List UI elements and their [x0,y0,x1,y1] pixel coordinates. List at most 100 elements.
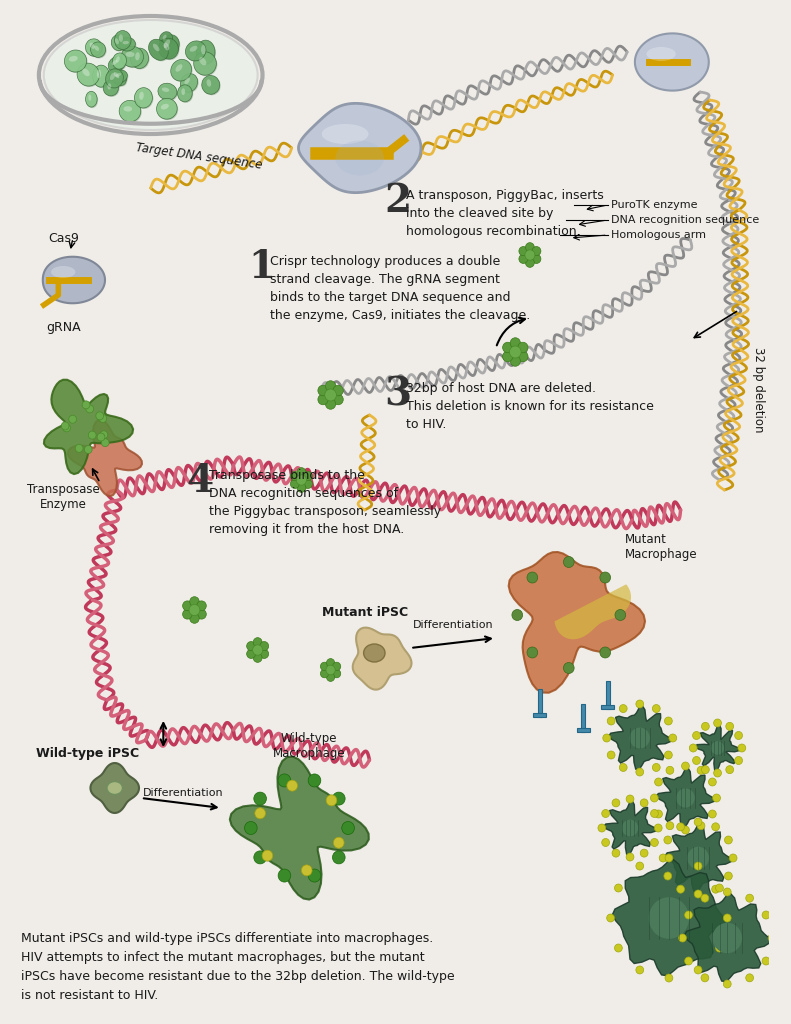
Ellipse shape [502,351,513,361]
Ellipse shape [244,821,257,835]
Ellipse shape [666,766,674,774]
Ellipse shape [716,884,723,892]
Ellipse shape [685,957,692,965]
Ellipse shape [100,431,108,439]
Ellipse shape [746,974,754,982]
Ellipse shape [318,394,328,404]
Ellipse shape [61,422,69,430]
Ellipse shape [202,76,220,94]
Polygon shape [684,894,770,982]
Ellipse shape [149,39,168,60]
Text: DNA recognition sequence: DNA recognition sequence [611,215,759,225]
Ellipse shape [615,884,623,892]
Ellipse shape [108,83,112,89]
Ellipse shape [86,40,103,57]
Ellipse shape [713,719,721,727]
Ellipse shape [185,41,206,60]
Ellipse shape [664,751,672,759]
Ellipse shape [738,744,746,752]
Ellipse shape [96,412,104,420]
Ellipse shape [527,647,538,658]
Ellipse shape [304,479,312,488]
Ellipse shape [107,781,123,795]
Ellipse shape [697,766,705,774]
Ellipse shape [177,85,192,101]
Ellipse shape [650,794,658,802]
Ellipse shape [650,810,658,817]
Ellipse shape [183,609,192,620]
Ellipse shape [724,980,731,988]
Ellipse shape [180,74,198,92]
Ellipse shape [762,911,770,919]
Ellipse shape [51,266,75,278]
Ellipse shape [664,717,672,725]
Ellipse shape [640,799,648,807]
Ellipse shape [176,65,183,72]
Ellipse shape [664,872,672,880]
Ellipse shape [682,762,689,770]
Ellipse shape [333,838,344,848]
Ellipse shape [308,869,321,882]
Text: Differentiation: Differentiation [413,620,494,630]
Ellipse shape [615,944,623,952]
Ellipse shape [202,77,221,95]
Ellipse shape [665,854,673,862]
Text: 4: 4 [187,462,214,500]
Ellipse shape [85,91,97,108]
Ellipse shape [510,338,520,348]
Ellipse shape [89,431,97,439]
Ellipse shape [112,70,127,83]
Ellipse shape [713,769,721,777]
Ellipse shape [600,647,611,658]
Ellipse shape [278,869,291,882]
Ellipse shape [701,894,709,902]
Ellipse shape [724,888,731,896]
Ellipse shape [82,69,89,76]
Text: Mutant iPSCs and wild-type iPSCs differentiate into macrophages.
HIV attempts to: Mutant iPSCs and wild-type iPSCs differe… [21,932,455,1002]
Text: Mutant iPSC: Mutant iPSC [322,606,407,620]
Polygon shape [612,860,725,976]
Ellipse shape [62,424,70,432]
Ellipse shape [694,862,702,870]
Ellipse shape [126,52,134,57]
Ellipse shape [122,47,145,68]
Ellipse shape [162,87,169,92]
Ellipse shape [713,794,721,802]
Ellipse shape [190,613,199,624]
Ellipse shape [626,795,634,803]
Ellipse shape [194,52,217,75]
Ellipse shape [525,243,534,252]
Ellipse shape [693,757,700,765]
Text: Target DNA sequence: Target DNA sequence [135,141,263,172]
Polygon shape [635,34,709,90]
Text: 32bp of host DNA are deleted.
This deletion is known for its resistance
to HIV.: 32bp of host DNA are deleted. This delet… [407,382,654,431]
Ellipse shape [619,764,627,771]
Ellipse shape [86,404,93,413]
Ellipse shape [332,670,341,678]
Ellipse shape [158,83,177,100]
Ellipse shape [290,479,299,488]
Polygon shape [44,380,133,474]
Ellipse shape [716,944,723,952]
Ellipse shape [91,42,106,57]
Ellipse shape [85,445,92,454]
Polygon shape [606,681,610,709]
Ellipse shape [115,32,132,50]
Polygon shape [656,768,714,827]
Text: Transposase
Enzyme: Transposase Enzyme [27,483,100,511]
Ellipse shape [304,471,312,480]
Ellipse shape [532,247,541,256]
Ellipse shape [254,793,267,805]
Ellipse shape [113,54,127,70]
Ellipse shape [518,342,528,352]
Ellipse shape [320,670,328,678]
Ellipse shape [112,70,127,87]
Ellipse shape [201,45,206,54]
Ellipse shape [619,705,627,713]
Ellipse shape [713,923,742,953]
Ellipse shape [519,247,528,256]
Ellipse shape [120,39,136,52]
Ellipse shape [666,821,674,829]
Ellipse shape [94,45,99,51]
Ellipse shape [159,84,178,101]
